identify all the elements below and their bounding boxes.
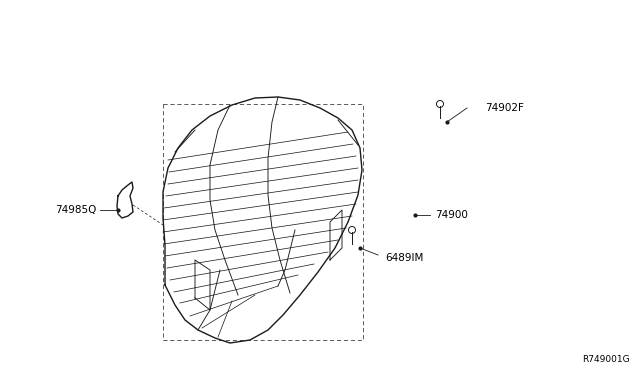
- Text: 74985Q: 74985Q: [55, 205, 97, 215]
- Text: 74902F: 74902F: [485, 103, 524, 113]
- Text: R749001G: R749001G: [582, 355, 630, 364]
- Text: 74900: 74900: [435, 210, 468, 220]
- Text: 6489lM: 6489lM: [385, 253, 424, 263]
